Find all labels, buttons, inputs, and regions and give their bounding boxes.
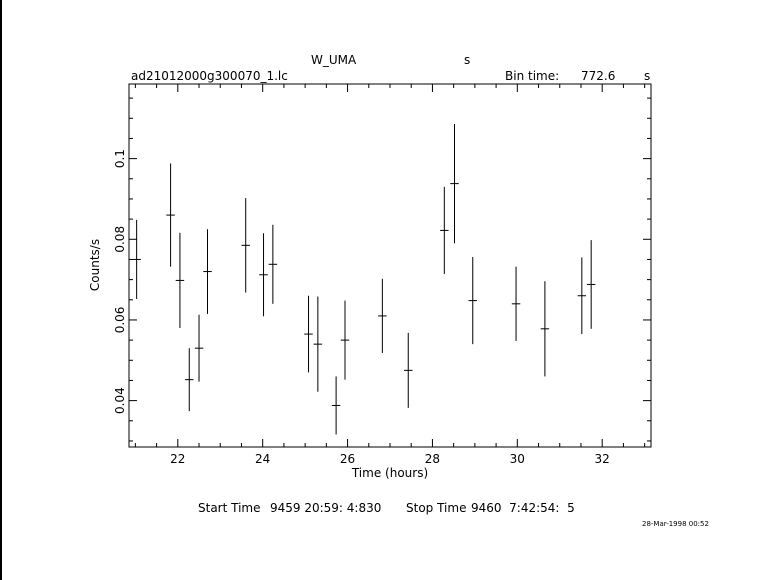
data-point xyxy=(404,332,413,408)
data-point xyxy=(577,257,587,335)
data-point xyxy=(540,281,550,377)
object-unit: s xyxy=(464,53,471,67)
object-name: W_UMA xyxy=(311,53,357,67)
stop-time-value: 9460 7:42:54: 5 xyxy=(471,501,575,515)
data-point xyxy=(175,232,185,329)
bin-time-unit: s xyxy=(644,69,651,83)
x-tick-labels: 22 24 26 28 30 32 xyxy=(170,452,610,466)
y-axis-label: Counts/s xyxy=(88,239,102,291)
y-tick-label: 0.1 xyxy=(113,149,127,168)
left-border xyxy=(0,0,2,580)
data-point xyxy=(340,300,350,380)
x-tick-label: 24 xyxy=(255,452,270,466)
x-tick-label: 28 xyxy=(425,452,440,466)
data-point xyxy=(185,348,194,412)
data-point xyxy=(268,224,278,304)
data-point xyxy=(450,123,459,244)
data-point xyxy=(304,295,313,373)
data-point xyxy=(440,186,449,274)
date-stamp: 28-Mar-1998 00:52 xyxy=(642,520,709,528)
data-point xyxy=(511,266,521,341)
y-tick-label: 0.08 xyxy=(113,226,127,253)
data-point xyxy=(166,163,175,267)
x-tick-label: 30 xyxy=(510,452,525,466)
data-point xyxy=(241,198,250,293)
axis-ticks xyxy=(129,84,651,447)
x-tick-label: 32 xyxy=(595,452,610,466)
stop-time-label: Stop Time xyxy=(406,501,467,515)
bin-time-value: 772.6 xyxy=(581,69,616,83)
start-time-label: Start Time xyxy=(198,501,261,515)
y-tick-label: 0.04 xyxy=(113,387,127,414)
x-tick-label: 22 xyxy=(170,452,185,466)
data-points xyxy=(132,123,596,435)
data-point xyxy=(203,229,212,314)
y-tick-label: 0.06 xyxy=(113,307,127,334)
data-point xyxy=(313,296,323,392)
data-point xyxy=(132,219,141,299)
bin-time-label: Bin time: xyxy=(505,69,560,83)
data-point xyxy=(331,376,341,435)
data-point xyxy=(468,257,477,345)
start-time-value: 9459 20:59: 4:830 xyxy=(270,501,382,515)
data-point xyxy=(378,278,387,354)
x-tick-label: 26 xyxy=(340,452,355,466)
data-point xyxy=(194,314,204,382)
x-axis-label: Time (hours) xyxy=(351,466,428,480)
data-point xyxy=(586,240,596,329)
y-tick-labels: 0.04 0.06 0.08 0.1 xyxy=(113,149,127,414)
filename: ad21012000g300070_1.lc xyxy=(131,69,288,83)
data-point xyxy=(259,233,268,317)
